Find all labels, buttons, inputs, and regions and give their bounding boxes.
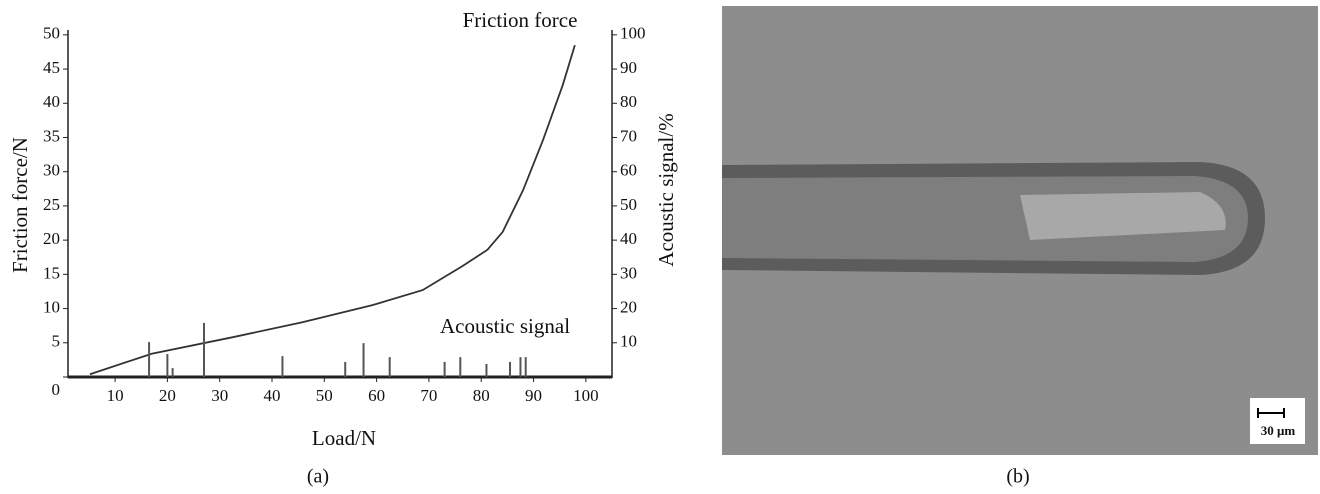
y-axis-label: Friction force/N [8, 137, 32, 273]
chart: Load/N Friction force/N Acoustic signal/… [8, 8, 678, 488]
y-tick-label: 35 [43, 126, 60, 145]
scale-bar-box [1250, 398, 1305, 444]
caption: (a) [307, 466, 329, 488]
x-tick-label: 60 [368, 386, 385, 405]
caption: (b) [1006, 466, 1029, 488]
scale-bar-label: 30 μm [1261, 423, 1296, 438]
y2-tick-label: 90 [620, 58, 637, 77]
y-tick-label: 0 [52, 380, 61, 399]
x-tick-label: 80 [473, 386, 490, 405]
x-tick-label: 20 [159, 386, 176, 405]
annotation: Friction force [463, 8, 578, 32]
y-tick-label: 40 [43, 92, 60, 111]
y-tick-label: 20 [43, 229, 60, 248]
x-tick-label: 10 [107, 386, 124, 405]
annotation: Acoustic signal [440, 314, 570, 338]
y-tick-label: 10 [43, 297, 60, 316]
scratch-wear [1020, 192, 1226, 240]
y2-tick-label: 10 [620, 332, 637, 351]
micrograph: 30 μm (b) [722, 6, 1318, 488]
scale-bar [1257, 408, 1285, 418]
y2-tick-label: 80 [620, 92, 637, 111]
x-axis-label: Load/N [312, 426, 376, 450]
friction-line [89, 44, 576, 376]
x-tick-label: 50 [316, 386, 333, 405]
x-tick-label: 90 [525, 386, 542, 405]
y2-tick-label: 100 [620, 24, 646, 43]
y2-axis-label: Acoustic signal/% [654, 113, 678, 266]
y-tick-label: 15 [43, 263, 60, 282]
y2-tick-label: 60 [620, 161, 637, 180]
x-tick-label: 30 [211, 386, 228, 405]
y2-tick-label: 20 [620, 297, 637, 316]
y2-tick-label: 40 [620, 229, 637, 248]
y-tick-label: 30 [43, 161, 60, 180]
y2-tick-label: 50 [620, 195, 637, 214]
y-tick-label: 5 [52, 332, 61, 351]
y-tick-label: 50 [43, 24, 60, 43]
y-tick-label: 45 [43, 58, 60, 77]
y2-tick-label: 30 [620, 263, 637, 282]
x-tick-label: 70 [420, 386, 437, 405]
x-tick-label: 40 [264, 386, 281, 405]
x-tick-label: 100 [573, 386, 599, 405]
y-tick-label: 25 [43, 195, 60, 214]
y2-tick-label: 70 [620, 126, 637, 145]
